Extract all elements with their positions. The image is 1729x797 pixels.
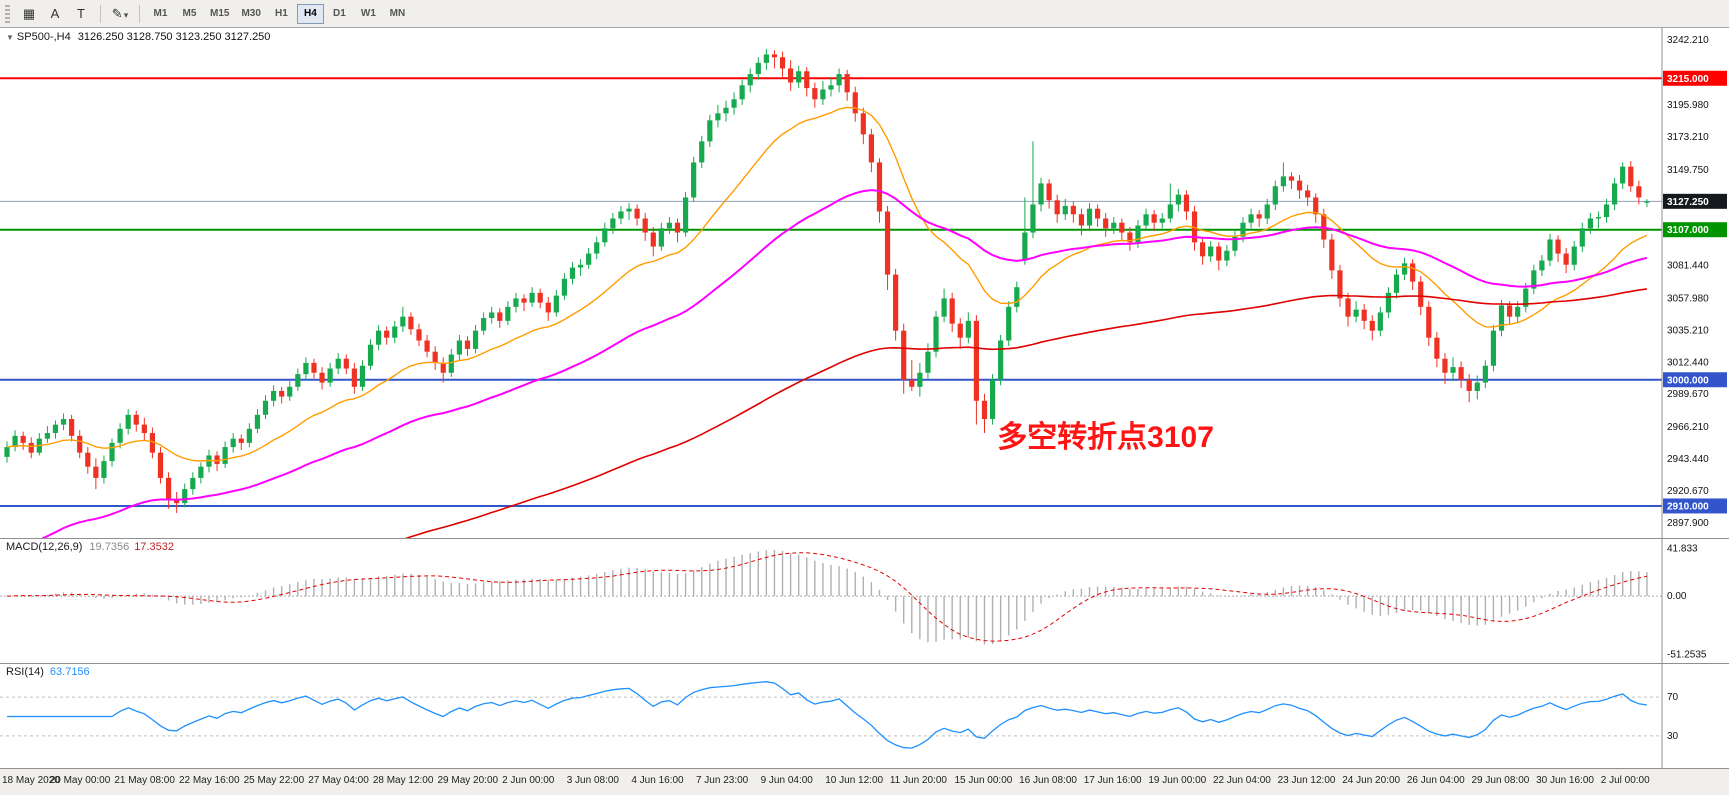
ma-fast-line bbox=[6, 106, 1648, 462]
macd-signal-line bbox=[6, 552, 1648, 642]
time-label: 22 Jun 04:00 bbox=[1213, 775, 1271, 786]
time-label: 20 May 00:00 bbox=[49, 775, 111, 786]
svg-text:41.833: 41.833 bbox=[1667, 544, 1698, 555]
time-label: 7 Jun 23:00 bbox=[695, 775, 749, 786]
timeframe-m1[interactable]: M1 bbox=[147, 4, 174, 24]
svg-text:3000.000: 3000.000 bbox=[1667, 375, 1709, 386]
timeframe-m15[interactable]: M15 bbox=[205, 4, 234, 24]
svg-text:3242.210: 3242.210 bbox=[1667, 35, 1709, 46]
text-tool-button[interactable]: T bbox=[69, 3, 93, 25]
svg-text:2910.000: 2910.000 bbox=[1667, 501, 1709, 512]
pencil-icon: ✎ bbox=[111, 5, 123, 21]
time-label: 21 May 08:00 bbox=[114, 775, 175, 786]
time-label: 4 Jun 16:00 bbox=[631, 775, 684, 786]
time-axis[interactable]: 18 May 2020 20 May 00:00 21 May 08:00 22 Ma… bbox=[0, 768, 1729, 795]
time-label: 29 Jun 08:00 bbox=[1471, 775, 1530, 786]
time-label: 17 Jun 16:00 bbox=[1083, 775, 1142, 786]
svg-text:0.00: 0.00 bbox=[1667, 591, 1687, 602]
time-label: 23 Jun 12:00 bbox=[1277, 775, 1336, 786]
time-label: 19 Jun 00:00 bbox=[1148, 775, 1207, 786]
toolbar-grip-icon[interactable] bbox=[5, 4, 10, 23]
macd-canvas[interactable]: 41.833 0.00 -51.2535 bbox=[0, 538, 1729, 663]
svg-text:2966.210: 2966.210 bbox=[1667, 422, 1709, 433]
cursor-a-button[interactable]: A bbox=[43, 3, 67, 25]
time-label: 25 May 22:00 bbox=[243, 775, 305, 786]
macd-histogram bbox=[14, 549, 1648, 645]
time-label: 27 May 04:00 bbox=[308, 775, 369, 786]
time-label: 2 Jul 00:00 bbox=[1600, 775, 1650, 786]
time-label: 10 Jun 12:00 bbox=[825, 775, 884, 786]
toolbar: ▦ A T ✎▾ M1 M5 M15 M30 H1 H4 D1 W1 MN bbox=[0, 0, 1729, 28]
svg-text:30: 30 bbox=[1667, 731, 1679, 742]
main-chart-pane[interactable]: ▼ SP500-,H4 3126.250 3128.750 3123.250 312… bbox=[0, 28, 1729, 538]
chart-grid-button[interactable]: ▦ bbox=[17, 3, 41, 25]
svg-text:2920.670: 2920.670 bbox=[1667, 486, 1709, 497]
chart-annotation: 多空转折点3107 bbox=[997, 421, 1214, 454]
timeframe-m30[interactable]: M30 bbox=[236, 4, 265, 24]
time-label: 18 May 2020 bbox=[2, 775, 60, 786]
macd-pane[interactable]: MACD(12,26,9) 19.7356 17.3532 41.833 0.00 -5… bbox=[0, 538, 1729, 663]
svg-text:3127.250: 3127.250 bbox=[1667, 197, 1709, 208]
time-label: 29 May 20:00 bbox=[437, 775, 499, 786]
svg-text:3195.980: 3195.980 bbox=[1667, 100, 1709, 111]
timeframe-h4[interactable]: H4 bbox=[296, 3, 324, 24]
time-label: 16 Jun 08:00 bbox=[1019, 775, 1077, 786]
toolbar-separator bbox=[100, 4, 101, 23]
svg-text:2989.670: 2989.670 bbox=[1667, 389, 1709, 400]
price-badge-3127.250: 3127.250 bbox=[1663, 193, 1727, 209]
svg-text:3012.440: 3012.440 bbox=[1667, 357, 1709, 368]
time-label: 26 Jun 04:00 bbox=[1406, 775, 1465, 786]
timeframe-w1[interactable]: W1 bbox=[355, 4, 382, 24]
rsi-canvas[interactable]: 70 30 bbox=[0, 663, 1729, 768]
price-axis[interactable]: 3242.210 3195.980 3173.210 3149.750 3081.440… bbox=[1667, 35, 1709, 529]
price-badge-3000.000: 3000.000 bbox=[1663, 372, 1727, 388]
price-badge-3107.000: 3107.000 bbox=[1663, 222, 1727, 238]
svg-text:3107.000: 3107.000 bbox=[1667, 225, 1709, 236]
time-label: 30 Jun 16:00 bbox=[1536, 775, 1594, 786]
main-chart-canvas[interactable]: 3242.210 3195.980 3173.210 3149.750 3081.440… bbox=[0, 28, 1729, 538]
ma-slow-line bbox=[404, 288, 1648, 538]
timeframe-h1[interactable]: H1 bbox=[268, 4, 295, 24]
time-label: 24 Jun 20:00 bbox=[1342, 775, 1401, 786]
price-badge-2910.000: 2910.000 bbox=[1663, 498, 1727, 514]
svg-text:70: 70 bbox=[1667, 692, 1679, 703]
draw-tool-button[interactable]: ✎▾ bbox=[108, 3, 132, 25]
svg-text:3149.750: 3149.750 bbox=[1667, 165, 1709, 176]
svg-text:-51.2535: -51.2535 bbox=[1667, 649, 1707, 660]
svg-text:3081.440: 3081.440 bbox=[1667, 261, 1709, 272]
svg-text:3057.980: 3057.980 bbox=[1667, 293, 1709, 304]
time-label: 11 Jun 20:00 bbox=[889, 775, 947, 786]
ma-mid-line bbox=[41, 189, 1648, 538]
toolbar-separator bbox=[139, 4, 140, 23]
rsi-pane[interactable]: RSI(14) 63.7156 70 30 bbox=[0, 663, 1729, 768]
timeframe-mn[interactable]: MN bbox=[384, 4, 411, 24]
dropdown-arrow-icon: ▾ bbox=[123, 9, 129, 20]
svg-text:3215.000: 3215.000 bbox=[1667, 74, 1709, 85]
time-label: 22 May 16:00 bbox=[178, 775, 240, 786]
candles bbox=[4, 48, 1650, 513]
svg-text:3173.210: 3173.210 bbox=[1667, 132, 1709, 143]
timeframe-m5[interactable]: M5 bbox=[176, 4, 203, 24]
time-label: 15 Jun 00:00 bbox=[954, 775, 1013, 786]
time-label: 9 Jun 04:00 bbox=[760, 775, 813, 786]
time-label: 3 Jun 08:00 bbox=[566, 775, 619, 786]
rsi-line bbox=[7, 681, 1647, 749]
timeframe-d1[interactable]: D1 bbox=[326, 4, 353, 24]
svg-text:3035.210: 3035.210 bbox=[1667, 325, 1709, 336]
time-label: 2 Jun 00:00 bbox=[502, 775, 555, 786]
time-label: 28 May 12:00 bbox=[372, 775, 434, 786]
price-badge-3215.000: 3215.000 bbox=[1663, 70, 1727, 86]
svg-text:2897.900: 2897.900 bbox=[1667, 518, 1709, 529]
svg-text:2943.440: 2943.440 bbox=[1667, 454, 1709, 465]
